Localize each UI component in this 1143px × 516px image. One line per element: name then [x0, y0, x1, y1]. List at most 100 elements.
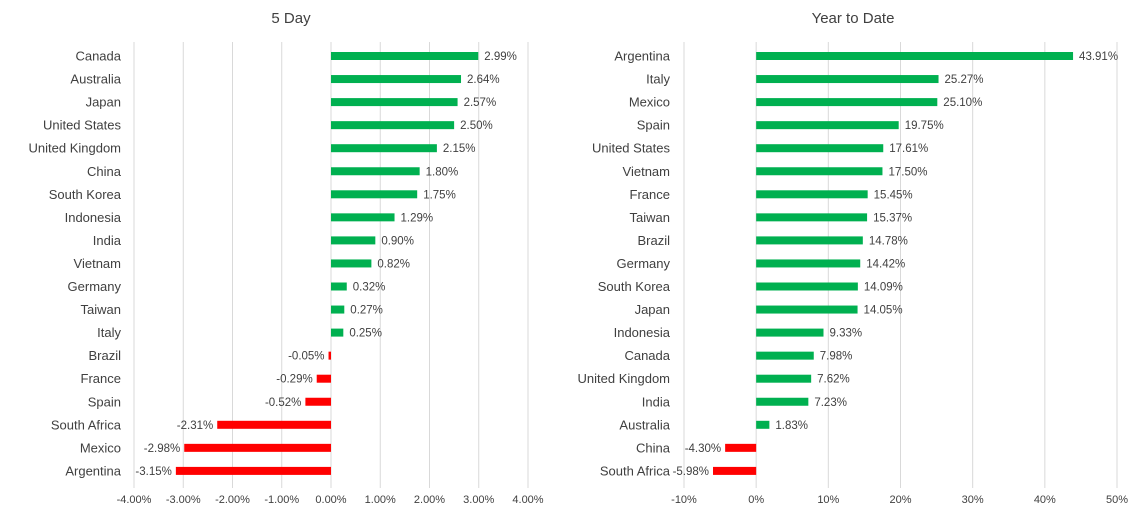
- bar-india: [331, 236, 376, 245]
- category-label: Canada: [75, 49, 121, 64]
- data-label: 1.75%: [423, 189, 456, 201]
- data-label: 0.32%: [353, 282, 386, 294]
- bar-united-kingdom: [331, 144, 437, 153]
- data-label: -3.15%: [135, 466, 171, 478]
- x-tick-label: 50%: [1106, 494, 1128, 506]
- data-label: 0.90%: [381, 235, 414, 247]
- category-label: South Africa: [51, 417, 122, 432]
- x-tick-label: -3.00%: [166, 494, 201, 506]
- data-label: 0.82%: [377, 258, 410, 270]
- bar-spain: [756, 121, 899, 130]
- x-tick-label: 10%: [817, 494, 839, 506]
- data-label: 25.27%: [945, 74, 984, 86]
- category-label: Indonesia: [614, 325, 671, 340]
- category-label: United States: [43, 118, 122, 133]
- category-label: South Korea: [598, 279, 671, 294]
- x-tick-label: 1.00%: [365, 494, 396, 506]
- data-label: 14.09%: [864, 282, 903, 294]
- data-label: 2.57%: [464, 97, 497, 109]
- data-label: 19.75%: [905, 120, 944, 132]
- bar-canada: [331, 52, 479, 60]
- bar-south-korea: [331, 190, 418, 199]
- bar-argentina: [175, 466, 331, 475]
- category-label: Australia: [619, 417, 670, 432]
- data-label: 0.25%: [349, 328, 382, 340]
- bar-mexico: [756, 98, 938, 107]
- category-label: Australia: [70, 72, 121, 87]
- category-label: Taiwan: [630, 210, 670, 225]
- category-label: China: [636, 440, 671, 455]
- bar-south-africa: [713, 466, 757, 475]
- data-label: -2.31%: [177, 420, 213, 432]
- category-label: France: [630, 187, 670, 202]
- category-label: India: [93, 233, 122, 248]
- bar-south-africa: [217, 420, 331, 429]
- bar-taiwan: [756, 213, 868, 222]
- x-tick-label: -10%: [671, 494, 697, 506]
- bar-germany: [756, 259, 861, 268]
- data-label: 0.27%: [350, 305, 383, 317]
- category-label: Japan: [635, 302, 670, 317]
- bar-australia: [331, 75, 462, 84]
- data-label: -4.30%: [685, 443, 721, 455]
- category-label: India: [642, 394, 671, 409]
- bar-indonesia: [756, 328, 824, 337]
- data-label: 1.29%: [401, 212, 434, 224]
- category-label: Spain: [637, 118, 670, 133]
- category-label: Germany: [617, 256, 671, 271]
- x-tick-label: -4.00%: [117, 494, 152, 506]
- data-label: 15.37%: [873, 212, 912, 224]
- x-tick-label: 4.00%: [512, 494, 543, 506]
- bar-united-kingdom: [756, 374, 812, 383]
- data-label: -0.52%: [265, 397, 301, 409]
- data-label: -5.98%: [673, 466, 709, 478]
- data-label: 9.33%: [829, 328, 862, 340]
- bar-japan: [331, 98, 458, 107]
- category-label: Brazil: [88, 348, 121, 363]
- bar-france: [316, 374, 331, 383]
- x-tick-label: 2.00%: [414, 494, 445, 506]
- bar-indonesia: [331, 213, 395, 222]
- category-label: Italy: [646, 72, 670, 87]
- bar-argentina: [756, 52, 1074, 60]
- data-label: 2.15%: [443, 143, 476, 155]
- category-label: Mexico: [629, 95, 670, 110]
- bar-china: [725, 443, 757, 452]
- category-label: China: [87, 164, 122, 179]
- data-label: 43.91%: [1079, 51, 1118, 63]
- bar-italy: [331, 328, 344, 337]
- bar-brazil: [328, 351, 331, 360]
- data-label: -0.05%: [288, 351, 324, 363]
- data-label: 2.64%: [467, 74, 500, 86]
- x-tick-label: -1.00%: [264, 494, 299, 506]
- x-tick-label: 3.00%: [463, 494, 494, 506]
- bar-china: [331, 167, 420, 176]
- x-tick-label: 20%: [889, 494, 911, 506]
- category-label: Brazil: [637, 233, 670, 248]
- category-label: South Korea: [49, 187, 122, 202]
- chart-title: 5 Day: [271, 10, 311, 27]
- x-tick-label: 40%: [1034, 494, 1056, 506]
- data-label: -2.98%: [144, 443, 180, 455]
- bar-italy: [756, 75, 939, 84]
- data-label: 7.62%: [817, 374, 850, 386]
- category-label: Spain: [88, 394, 121, 409]
- bar-japan: [756, 305, 858, 314]
- category-label: Italy: [97, 325, 121, 340]
- data-label: 7.98%: [820, 351, 853, 363]
- category-label: Mexico: [80, 440, 121, 455]
- data-label: -0.29%: [276, 374, 312, 386]
- bar-vietnam: [756, 167, 883, 176]
- category-label: Canada: [624, 348, 670, 363]
- data-label: 17.50%: [888, 166, 927, 178]
- category-label: Germany: [68, 279, 122, 294]
- category-label: France: [81, 371, 121, 386]
- bar-united-states: [756, 144, 884, 153]
- data-label: 2.50%: [460, 120, 493, 132]
- data-label: 14.78%: [869, 235, 908, 247]
- bar-taiwan: [331, 305, 345, 314]
- bar-vietnam: [331, 259, 372, 268]
